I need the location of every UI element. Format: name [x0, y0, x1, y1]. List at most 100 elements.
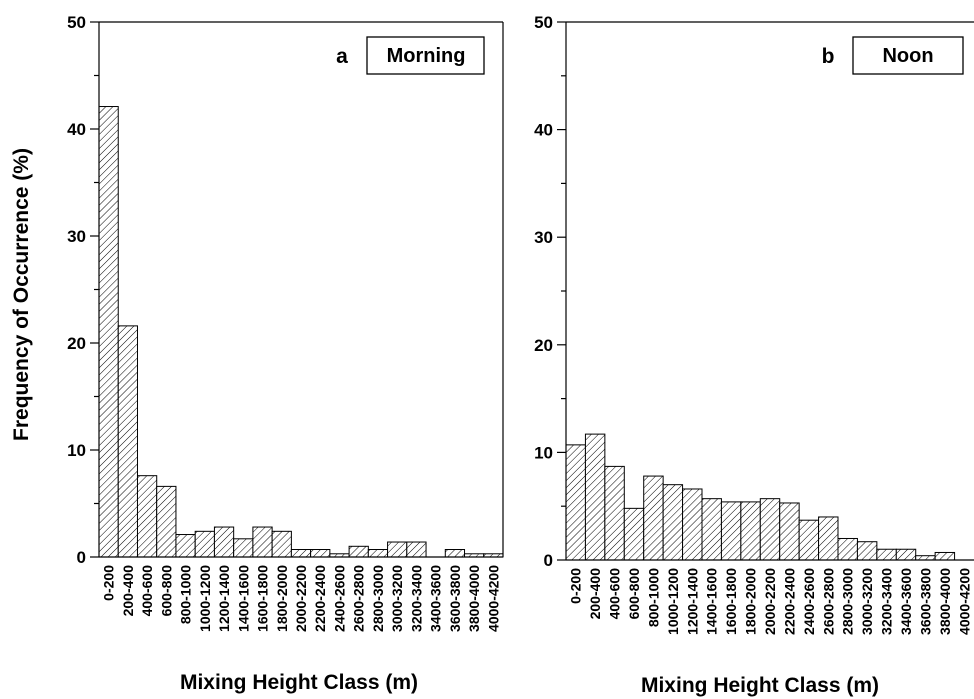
bar-400-600	[604, 465, 625, 561]
x-tick-label: 1400-1600	[704, 568, 720, 635]
x-tick-label: 2600-2800	[351, 565, 367, 632]
x-tick-label: 2600-2800	[820, 568, 836, 635]
y-tick-label: 0	[544, 551, 553, 570]
panel-letter: b	[822, 45, 835, 68]
x-tick-label: 3200-3400	[879, 568, 895, 635]
bar-400-600	[136, 475, 158, 558]
bar-1200-1400	[682, 488, 703, 561]
x-tick-label: 3600-3800	[447, 565, 463, 632]
y-tick-label: 10	[67, 441, 86, 460]
x-tick-label: 2200-2400	[312, 565, 328, 632]
x-tick-label: 3400-3600	[898, 568, 914, 635]
y-tick-label: 40	[534, 121, 553, 140]
bar-800-1000	[175, 534, 196, 558]
x-tick-label: 0-200	[101, 565, 117, 601]
x-tick-label: 2800-3000	[840, 568, 856, 635]
bar-1600-1800	[720, 501, 742, 561]
bar-3000-3200	[387, 541, 408, 558]
bar-0-200	[565, 444, 586, 561]
x-tick-label: 2400-2600	[331, 565, 347, 632]
x-tick-label: 3600-3800	[917, 568, 933, 635]
bar-1400-1600	[233, 538, 254, 558]
x-tick-label: 1600-1800	[255, 565, 271, 632]
bar-1200-1400	[213, 526, 235, 558]
x-tick-label: 0-200	[568, 568, 584, 604]
bar-2200-2400	[310, 549, 331, 558]
bar-2600-2800	[348, 545, 369, 558]
x-tick-label: 1000-1200	[665, 568, 681, 635]
x-tick-label: 1600-1800	[723, 568, 739, 635]
bar-2000-2200	[759, 498, 781, 561]
bar-2200-2400	[779, 502, 800, 561]
x-tick-label: 1400-1600	[235, 565, 251, 632]
bar-0-200	[98, 106, 119, 558]
x-tick-label: 3200-3400	[408, 565, 424, 632]
x-tick-label: 400-600	[139, 565, 155, 617]
x-tick-label: 3000-3200	[859, 568, 875, 635]
y-tick-label: 30	[67, 227, 86, 246]
bar-600-800	[623, 507, 645, 561]
bar-3800-4000	[934, 551, 956, 561]
bar-800-1000	[643, 475, 664, 561]
x-tick-label: 2000-2200	[762, 568, 778, 635]
x-tick-label: 2800-3000	[370, 565, 386, 632]
bar-2600-2800	[818, 516, 839, 561]
x-tick-label: 3400-3600	[428, 565, 444, 632]
bar-1000-1200	[194, 530, 215, 558]
x-tick-label: 1200-1400	[216, 565, 232, 632]
panel-label-box	[366, 36, 485, 75]
x-tick-label: 800-1000	[645, 568, 661, 627]
x-axis-label: Mixing Height Class (m)	[180, 671, 418, 694]
x-tick-label: 4000-4200	[485, 565, 501, 632]
bar-1800-2000	[271, 530, 292, 558]
panel-label: Noon	[882, 45, 933, 67]
bar-2000-2200	[290, 549, 312, 558]
x-tick-label: 1200-1400	[684, 568, 700, 635]
y-tick-label: 30	[534, 228, 553, 247]
y-tick-label: 10	[534, 443, 553, 462]
x-tick-label: 200-400	[120, 565, 136, 617]
bar-2800-3000	[367, 549, 389, 558]
x-tick-label: 600-800	[158, 565, 174, 617]
bar-1000-1200	[662, 484, 684, 561]
x-tick-label: 4000-4200	[956, 568, 972, 635]
x-tick-label: 2200-2400	[781, 568, 797, 635]
x-tick-label: 3000-3200	[389, 565, 405, 632]
y-tick-label: 20	[534, 336, 553, 355]
y-tick-label: 50	[67, 13, 86, 32]
bar-600-800	[156, 485, 177, 558]
bar-2800-3000	[837, 537, 858, 561]
x-tick-label: 3800-4000	[937, 568, 953, 635]
x-tick-label: 600-800	[626, 568, 642, 620]
x-tick-label: 200-400	[587, 568, 603, 620]
x-tick-label: 1800-2000	[743, 568, 759, 635]
bar-3200-3400	[876, 548, 897, 561]
chart-panel-a: 0 10 20 30 40 50 0-200 200-400 400-600 600-800 800…	[10, 13, 504, 694]
bar-1800-2000	[740, 501, 761, 561]
x-tick-label: 400-600	[607, 568, 623, 620]
x-axis-label: Mixing Height Class (m)	[641, 674, 879, 697]
panel-letter: a	[336, 45, 348, 68]
panel-label-box	[852, 36, 964, 75]
bar-3600-3800	[444, 549, 466, 558]
y-tick-label: 40	[67, 120, 86, 139]
x-tick-label: 1000-1200	[197, 565, 213, 632]
bar-200-400	[584, 433, 606, 561]
panel-label: Morning	[387, 45, 466, 67]
bar-3600-3800	[915, 555, 936, 561]
x-tick-label: 1800-2000	[274, 565, 290, 632]
y-tick-label: 0	[77, 548, 86, 567]
bar-3200-3400	[406, 541, 427, 558]
x-tick-label: 2000-2200	[293, 565, 309, 632]
x-tick-label: 3800-4000	[466, 565, 482, 632]
y-tick-label: 20	[67, 334, 86, 353]
bar-2400-2600	[798, 519, 820, 561]
x-tick-label: 800-1000	[178, 565, 194, 624]
bar-3400-3600	[895, 548, 917, 561]
chart-panel-b: 0 10 20 30 40 50 0-200 200-400 400-600 600-800 800…	[534, 13, 974, 697]
bar-3000-3200	[856, 541, 878, 561]
x-tick-label: 2400-2600	[801, 568, 817, 635]
bar-200-400	[117, 325, 138, 558]
y-tick-label: 50	[534, 13, 553, 32]
